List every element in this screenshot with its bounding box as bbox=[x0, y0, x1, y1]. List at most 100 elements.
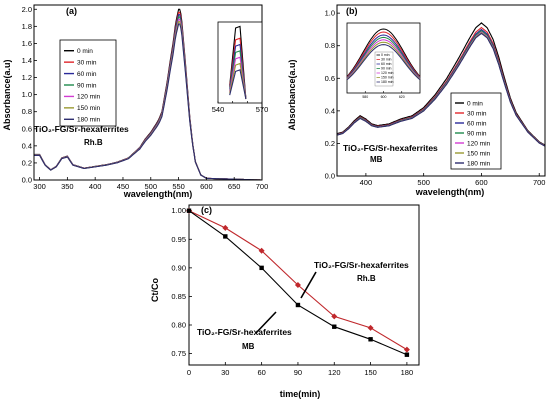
panel-b-inset-xtick-label: 620 bbox=[399, 95, 405, 99]
panel-b-ytick-label: 0.4 bbox=[325, 106, 335, 115]
panel-b-ytick-label: 0.8 bbox=[325, 41, 335, 50]
panel-b-ylabel: Absorbance(a.u) bbox=[287, 59, 297, 130]
panel-c-xtick-label: 30 bbox=[221, 368, 229, 377]
panel-a-legend-entry: 90 min bbox=[77, 82, 97, 89]
panel-a-legend-entry: 60 min bbox=[77, 71, 97, 78]
panel-c-series-rhb-point bbox=[367, 324, 374, 331]
panel-a-xtick-label: 600 bbox=[200, 182, 213, 191]
panel-b-inset-xtick-label: 600 bbox=[381, 95, 387, 99]
panel-a-legend-entry: 0 min bbox=[77, 48, 93, 55]
panel-b-ytick-label: 0.6 bbox=[325, 74, 335, 83]
panel-a-legend-entry: 120 min bbox=[77, 94, 101, 101]
panel-b-inset-legend-entry: 90 min bbox=[381, 67, 392, 71]
panel-c-series-rhb-point bbox=[222, 224, 229, 231]
panel-b-inset-xtick-label: 580 bbox=[362, 95, 368, 99]
panel-a-ytick-label: 1.6 bbox=[22, 39, 32, 48]
panel-b-inset-legend-entry: 180 min bbox=[381, 80, 394, 84]
panel-a-legend: 0 min 30 min 60 min 90 min 120 min 150 min 180… bbox=[59, 39, 117, 127]
panel-a-legend-entry: 180 min bbox=[77, 117, 101, 124]
panel-b-ytick-label: 0.2 bbox=[325, 139, 335, 148]
panel-a-legend-entry: 150 min bbox=[77, 105, 101, 112]
panel-a: 300 350 400 450 500 550 600 650 700 0.0 0.2 0.4 0.6 0… bbox=[2, 4, 269, 199]
panel-b-ytick-label: 1.0 bbox=[325, 9, 335, 18]
panel-c-xtick-label: 60 bbox=[257, 368, 265, 377]
panel-a-inset-series bbox=[229, 62, 247, 100]
panel-a-ytick-label: 1.8 bbox=[22, 22, 32, 31]
panel-b-xlabel: wavelength(nm) bbox=[415, 187, 485, 197]
panel-b-inset-series bbox=[346, 28, 421, 77]
panel-c-ytick-label: 0.75 bbox=[171, 349, 186, 358]
panel-b-inset-legend-entry: 0 min bbox=[381, 53, 390, 57]
panel-c-ytick-label: 0.80 bbox=[171, 321, 186, 330]
panel-c-series-mb-point bbox=[259, 265, 264, 271]
panel-b-legend-entry: 120 min bbox=[467, 140, 491, 147]
panel-b-xtick-label: 600 bbox=[475, 178, 488, 187]
panel-b-xtick-label: 700 bbox=[533, 178, 546, 187]
panel-a-legend-frame bbox=[59, 39, 117, 127]
panel-b-frame bbox=[336, 4, 546, 177]
panel-c-xtick-label: 150 bbox=[364, 368, 377, 377]
panel-c: 0 30 60 90 120 150 180 0.75 0.80 0.85 0.90 0.95 1.00… bbox=[150, 204, 420, 399]
panel-a-xtick-label: 450 bbox=[117, 182, 130, 191]
panel-c-rhb-pointer bbox=[300, 271, 317, 299]
panel-b-inset-series bbox=[346, 36, 421, 79]
panel-b-inset-series bbox=[346, 31, 421, 78]
panel-a-inset-series bbox=[229, 69, 247, 100]
panel-a-inset-xtick-label: 540 bbox=[212, 105, 225, 114]
panel-a-legend-entry: 30 min bbox=[77, 59, 97, 66]
panel-b-legend: 0 min 30 min 60 min 90 min 120 min 150 min 180… bbox=[450, 92, 502, 170]
panel-a-label: (a) bbox=[66, 6, 77, 16]
panel-c-series-mb-point bbox=[368, 337, 373, 342]
panel-a-ytick-label: 0.2 bbox=[22, 158, 32, 167]
panel-c-ytick-label: 0.95 bbox=[171, 235, 186, 244]
panel-b-legend-entry: 60 min bbox=[467, 120, 487, 127]
panel-b-curves bbox=[336, 22, 546, 147]
panel-a-ytick-label: 0.8 bbox=[22, 107, 32, 116]
panel-b-annotation: TiO₂-FG/Sr-hexaferrites bbox=[343, 143, 438, 153]
panel-a-xlabel: wavelength(nm) bbox=[123, 189, 193, 199]
panel-b-annotation-2: MB bbox=[370, 155, 383, 164]
panel-c-frame bbox=[188, 204, 420, 366]
panel-c-series-rhb-point bbox=[331, 313, 338, 320]
panel-c-series-mb-point bbox=[295, 302, 301, 308]
panel-b-inset-legend-entry: 120 min bbox=[381, 71, 394, 75]
panel-a-annotation: TiO₂-FG/Sr-hexaferrites bbox=[34, 124, 129, 134]
panel-a-xtick-label: 500 bbox=[145, 182, 158, 191]
panel-c-series-mb-point bbox=[404, 352, 410, 357]
panel-a-inset-frame bbox=[217, 21, 263, 104]
panel-a-ytick-label: 0.0 bbox=[22, 176, 32, 185]
panel-b-inset-legend-entry: 150 min bbox=[381, 76, 394, 80]
panel-b-xtick-label: 500 bbox=[417, 178, 430, 187]
panel-c-mb-label-2: MB bbox=[242, 342, 255, 351]
panel-a-ytick-label: 1.0 bbox=[22, 90, 32, 99]
panel-a-ytick-label: 1.4 bbox=[22, 56, 32, 65]
panel-a-xtick-label: 700 bbox=[256, 182, 269, 191]
panel-c-series-rhb-point bbox=[258, 247, 265, 254]
panel-b-legend-entry: 90 min bbox=[467, 130, 487, 137]
panel-c-label: (c) bbox=[201, 205, 212, 215]
panel-b-xtick-label: 400 bbox=[360, 178, 373, 187]
panel-b-inset-series bbox=[346, 41, 421, 80]
panel-c-xtick-label: 120 bbox=[328, 368, 341, 377]
panel-a-xtick-label: 350 bbox=[61, 182, 74, 191]
panel-c-series-mb-point bbox=[223, 234, 228, 239]
panel-b-inset-legend-entry: 60 min bbox=[381, 62, 392, 66]
panel-a-xtick-label: 400 bbox=[89, 182, 102, 191]
panel-b-inset-legend-entry: 30 min bbox=[381, 58, 392, 62]
panel-a-xtick-label: 300 bbox=[33, 182, 46, 191]
panel-a-curves bbox=[34, 8, 262, 181]
panel-c-series-mb-point bbox=[332, 324, 337, 329]
panel-a-xtick-label: 550 bbox=[172, 182, 185, 191]
panel-b: 400 500 600 700 0.0 0.2 0.4 0.6 0.8 1.0 (b) wavel… bbox=[287, 4, 546, 197]
panel-b-legend-frame bbox=[450, 92, 502, 170]
panel-a-ylabel: Absorbance(a.u) bbox=[2, 59, 12, 130]
panel-a-series-180-min bbox=[34, 23, 262, 181]
panel-a-ytick-label: 2.0 bbox=[22, 5, 32, 14]
panel-c-ylabel: Ct/Co bbox=[150, 278, 160, 302]
panel-a-inset-series bbox=[229, 25, 247, 100]
panel-c-xtick-label: 180 bbox=[401, 368, 414, 377]
panel-c-series-rhb-point bbox=[294, 282, 301, 288]
panel-c-series-mb-point bbox=[186, 208, 192, 213]
